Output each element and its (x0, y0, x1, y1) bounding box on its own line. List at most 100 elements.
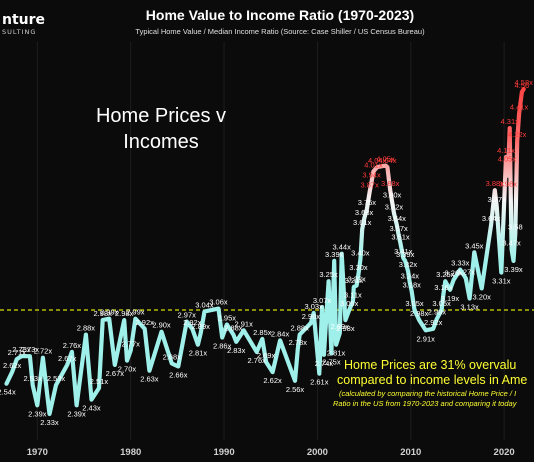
point-label: 3.61x (353, 218, 372, 227)
point-label: 2.83x (227, 346, 246, 355)
point-label: 3.05x (432, 299, 451, 308)
point-label: 3.39x (504, 265, 523, 274)
point-label: 4.58x (515, 78, 534, 87)
point-label: 2.88x (224, 324, 243, 333)
point-label: 3.94x (362, 171, 381, 180)
point-label: 2.76x (63, 341, 82, 350)
x-tick-label: 2020 (494, 447, 515, 458)
note-line1: (calculated by comparing the historical … (339, 389, 516, 398)
point-label: 3.72x (385, 202, 404, 211)
point-label: 2.63x (140, 375, 159, 384)
point-label: 3.11x (344, 290, 362, 299)
point-label: 3.57x (389, 224, 408, 233)
point-label: 4.11x (497, 146, 515, 155)
point-label: 2.71x (8, 348, 27, 357)
point-label: 2.98x (94, 309, 113, 318)
point-label: 3.33x (451, 259, 470, 268)
point-label: 2.67x (106, 369, 125, 378)
point-label: 4.04x (368, 156, 387, 165)
point-label: 3.64x (388, 214, 407, 223)
logo-text: nture (2, 12, 45, 28)
point-label: 2.69x (257, 351, 276, 360)
point-label: 2.39x (28, 409, 47, 418)
point-label: 2.96x (302, 312, 321, 321)
point-label: 3.07x (313, 296, 332, 305)
point-label: 3.77x (487, 195, 506, 204)
point-label: 2.90x (152, 321, 171, 330)
point-label: 3.13x (460, 302, 479, 311)
x-axis-ticks: 1970 1980 1990 2000 2010 2020 (27, 447, 515, 458)
point-label: 2.76x (248, 356, 267, 365)
point-label: 3.31x (492, 276, 511, 285)
point-label: 3.41x (394, 247, 413, 256)
point-label: 3.45x (465, 241, 484, 250)
point-label: 3.40x (351, 248, 370, 257)
point-label: 3.88x (486, 179, 505, 188)
point-label: 3.39x (325, 250, 344, 259)
point-label: 2.86x (213, 341, 232, 350)
point-label: 2.99x (428, 308, 447, 317)
point-label: 2.99x (126, 308, 145, 317)
heading-annotation-line2: Incomes (123, 131, 199, 153)
point-label: 2.43x (82, 404, 101, 413)
point-label: 2.62x (3, 361, 22, 370)
point-label: 3.39x (396, 250, 415, 259)
point-label: 3.04x (195, 300, 214, 309)
point-label: 2.56x (286, 385, 305, 394)
point-label: 4.41x (510, 103, 529, 112)
point-label: 2.73x (12, 345, 31, 354)
point-label: 2.85x (253, 328, 272, 337)
point-label: 3.27x (457, 267, 476, 276)
point-label: 2.74x (315, 359, 334, 368)
point-label: 2.89x (192, 322, 211, 331)
point-label: 3.26x (445, 269, 464, 278)
point-label: 2.77x (122, 339, 141, 348)
point-label: 2.92x (424, 318, 443, 327)
point-label: 4.05x (376, 155, 395, 164)
x-tick-label: 2010 (400, 447, 421, 458)
point-label: 2.92x (183, 318, 202, 327)
point-label: 2.70x (118, 365, 137, 374)
point-label: 2.53x (23, 374, 42, 383)
point-label: 2.33x (40, 418, 59, 427)
point-label: 3.05x (405, 299, 424, 308)
callout-line2: compared to income levels in Ame (337, 373, 527, 387)
point-label: 2.95x (218, 313, 237, 322)
point-label: 2.54x (0, 388, 16, 397)
heading-annotation-line1: Home Prices v (96, 105, 226, 127)
point-label: 2.81x (327, 349, 346, 358)
point-label: 2.81x (189, 349, 208, 358)
point-label: 2.66x (169, 370, 188, 379)
point-label: 3.51x (391, 233, 410, 242)
point-label: 2.61x (310, 378, 329, 387)
point-label: 3.98x (499, 180, 518, 189)
callout-line1: Home Prices are 31% overvalu (344, 358, 516, 372)
point-label: 2.73x (21, 345, 40, 354)
point-label: 2.68x (163, 352, 182, 361)
point-label: 3.16x (434, 283, 453, 292)
chart-subtitle: Typical Home Value / Median Income Ratio… (135, 27, 425, 36)
point-label: 2.53x (47, 374, 66, 383)
point-label: 2.88x (77, 324, 96, 333)
point-label: 2.98x (336, 324, 355, 333)
point-label: 2.88x (290, 324, 309, 333)
point-label: 4.05x (498, 155, 517, 164)
point-label: 3.06x (209, 298, 228, 307)
point-label: 4.01x (364, 160, 383, 169)
point-label: 3.30x (349, 263, 368, 272)
point-label: 3.87x (361, 181, 380, 190)
x-tick-label: 1990 (213, 447, 234, 458)
point-label: 3.25x (436, 270, 455, 279)
logo-subtext: SULTING (2, 28, 36, 36)
point-label: 2.51x (90, 377, 109, 386)
point-label: 3.18x (403, 280, 422, 289)
point-label: 3.68x (355, 208, 374, 217)
point-label: 3.20x (473, 292, 492, 301)
point-label: 3.25x (319, 270, 338, 279)
point-label: 2.75x (322, 357, 341, 366)
point-label: 4.56 (515, 81, 530, 90)
point-label: 2.91x (417, 334, 436, 343)
point-label: 4.22x (508, 130, 527, 139)
point-label: 3.21x (345, 276, 364, 285)
